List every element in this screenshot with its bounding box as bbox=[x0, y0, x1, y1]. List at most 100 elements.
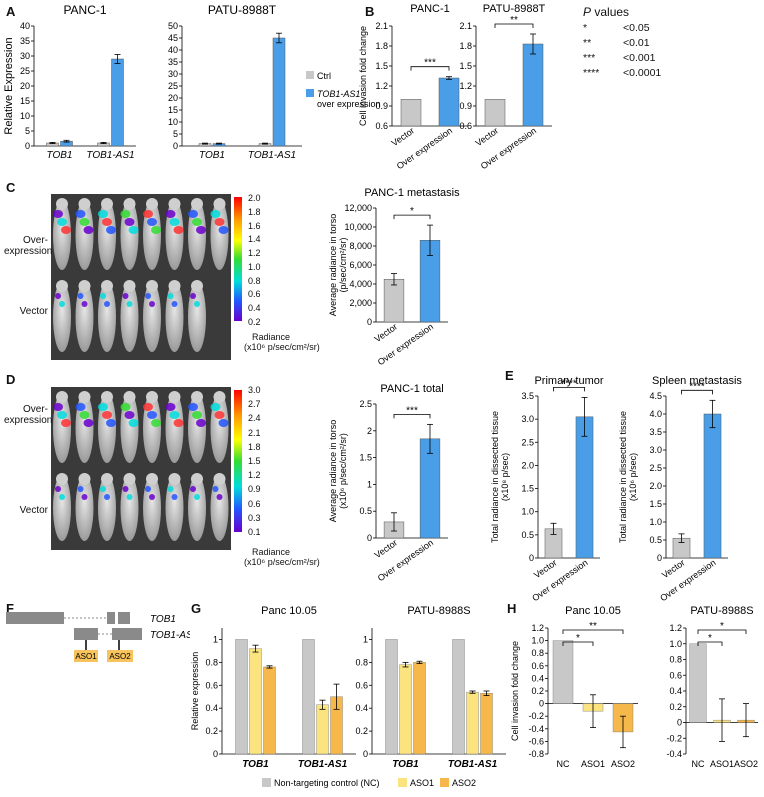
mouse-body bbox=[165, 282, 184, 352]
signal-spot bbox=[100, 293, 106, 299]
chart-a2: 0 5 10 15 20 25 30 35 40 45 50 PATU-8988T TOB1 TOB1-A… bbox=[168, 3, 381, 161]
signal-spot bbox=[59, 301, 65, 307]
signal-spot bbox=[214, 218, 225, 226]
mouse-head bbox=[56, 391, 68, 403]
y-axis-label: Average radiance in torso bbox=[328, 214, 338, 316]
bar bbox=[399, 664, 412, 755]
y-tick-label: 0.4 bbox=[205, 703, 218, 713]
mouse-head bbox=[146, 280, 158, 292]
as1-exon bbox=[74, 628, 98, 640]
chart-a1: 0 5 10 15 20 25 30 35 40 PANC-1 TOB1 TOB1-AS1 Relati… bbox=[3, 3, 136, 161]
y-tick-label: 15 bbox=[20, 96, 30, 106]
pvalue-threshold: <0.01 bbox=[623, 37, 650, 49]
mouse-head bbox=[191, 473, 203, 485]
chart-title: PATU-8988T bbox=[483, 3, 546, 15]
signal-spot bbox=[173, 226, 184, 234]
mice-row-vector bbox=[53, 280, 206, 352]
significance-label: *** bbox=[424, 58, 436, 69]
legend-swatch bbox=[262, 778, 271, 787]
y-tick-label: 1.5 bbox=[521, 484, 534, 494]
y-tick-label: 0.9 bbox=[459, 101, 472, 111]
x-tick-label: TOB1 bbox=[47, 150, 73, 161]
colorbar-tick: 3.0 bbox=[248, 385, 261, 395]
signal-spot bbox=[169, 411, 180, 419]
colorbar-tick: 0.3 bbox=[248, 512, 261, 523]
bar bbox=[522, 43, 544, 127]
y-tick-label: 1 bbox=[367, 479, 372, 489]
signal-spot bbox=[83, 226, 94, 234]
x-tick-label: TOB1-AS1 bbox=[298, 759, 348, 770]
mice-row-overexpression bbox=[53, 198, 229, 270]
signal-spot bbox=[165, 403, 176, 411]
y-tick-label: 1.0 bbox=[649, 517, 662, 527]
legend-label: ASO2 bbox=[452, 778, 476, 788]
panel-label-d: D bbox=[6, 372, 16, 387]
signal-spot bbox=[167, 293, 174, 299]
colorbar-tick: 1.5 bbox=[248, 456, 261, 466]
y-tick-label: 12,000 bbox=[344, 203, 372, 213]
y-axis-label-unit: (p/sec/cm²/sr) bbox=[338, 237, 348, 292]
x-tick-label: Vector bbox=[373, 537, 400, 560]
signal-spot bbox=[98, 210, 108, 218]
y-tick-label: 0.8 bbox=[531, 648, 544, 658]
y-tick-label: 0 bbox=[529, 553, 534, 563]
chart-c: 0 2,000 4,000 6,000 8,000 10,000 12,000 PANC-1 … bbox=[328, 187, 460, 367]
bar bbox=[575, 416, 594, 559]
tob1-exon bbox=[6, 612, 64, 624]
colorbar-unit: (x10⁶ p/sec/cm²/sr) bbox=[244, 557, 320, 567]
mice-row-vector bbox=[53, 473, 229, 541]
y-tick-label: 2.1 bbox=[375, 21, 388, 31]
mouse-head bbox=[168, 473, 181, 485]
signal-spot bbox=[81, 301, 88, 307]
chart-title: PATU-8988T bbox=[208, 3, 277, 17]
y-tick-label: 1.0 bbox=[521, 507, 534, 517]
y-tick-label: 2.1 bbox=[459, 21, 472, 31]
row-label-overexpression: Over- expression bbox=[4, 404, 52, 426]
pvalue-stars: * bbox=[583, 22, 588, 34]
y-tick-label: 4,000 bbox=[349, 279, 372, 289]
significance-bracket bbox=[562, 641, 594, 646]
mouse-head bbox=[168, 198, 181, 210]
chart-h2: -0.4 -0.2 0 0.2 0.4 0.6 0.8 1.0 1.2 PATU-8988S NC A… bbox=[666, 605, 758, 769]
y-tick-label: 1 bbox=[363, 634, 368, 644]
y-tick-label: 5 bbox=[25, 126, 30, 136]
pvalue-stars: *** bbox=[583, 52, 596, 64]
y-tick-label: 1.5 bbox=[359, 453, 372, 463]
signal-spot bbox=[104, 494, 110, 500]
colorbar-tick: 2.7 bbox=[248, 399, 261, 410]
mice-row-overexpression bbox=[53, 391, 229, 463]
y-axis-label-unit: (x10⁸ p/sec) bbox=[500, 453, 510, 501]
signal-spot bbox=[102, 411, 112, 419]
legend-swatch bbox=[306, 71, 314, 79]
chart-title: Primary tumor bbox=[534, 375, 603, 387]
row-label-line: expression bbox=[4, 246, 53, 257]
row-label-line: Over- bbox=[23, 404, 48, 415]
y-tick-label: 2.0 bbox=[649, 481, 662, 491]
signal-spot bbox=[165, 210, 176, 218]
y-tick-label: 1.5 bbox=[459, 61, 472, 71]
y-tick-label: 1.8 bbox=[375, 41, 388, 51]
colorbar-title: Radiance bbox=[252, 332, 291, 342]
bar bbox=[263, 666, 276, 755]
signal-spot bbox=[194, 301, 200, 307]
mouse-head bbox=[123, 198, 136, 210]
significance-label: *** bbox=[406, 405, 418, 416]
aso2-label: ASO2 bbox=[109, 652, 131, 661]
signal-spot bbox=[214, 411, 225, 419]
bar bbox=[413, 662, 426, 755]
mouse-body bbox=[188, 282, 206, 352]
signal-spot bbox=[77, 293, 84, 299]
y-tick-label: 50 bbox=[168, 21, 178, 31]
legend-label: ASO1 bbox=[410, 778, 434, 788]
x-tick-label: Over expression bbox=[658, 557, 717, 603]
radiance-colorbar bbox=[234, 390, 242, 532]
y-tick-label: -0.6 bbox=[528, 736, 544, 746]
legend-swatch bbox=[440, 778, 449, 787]
signal-spot bbox=[171, 301, 178, 307]
bar bbox=[385, 639, 398, 755]
y-tick-label: 3.5 bbox=[521, 391, 534, 401]
chart-h1: -0.8 -0.6 -0.4 -0.2 0 0.2 0.4 0.6 0.8 1.0 1.2 Panc … bbox=[510, 605, 638, 769]
y-tick-label: 0 bbox=[539, 699, 544, 709]
y-tick-label: 4.0 bbox=[649, 409, 662, 419]
colorbar-tick: 0.4 bbox=[248, 303, 261, 314]
